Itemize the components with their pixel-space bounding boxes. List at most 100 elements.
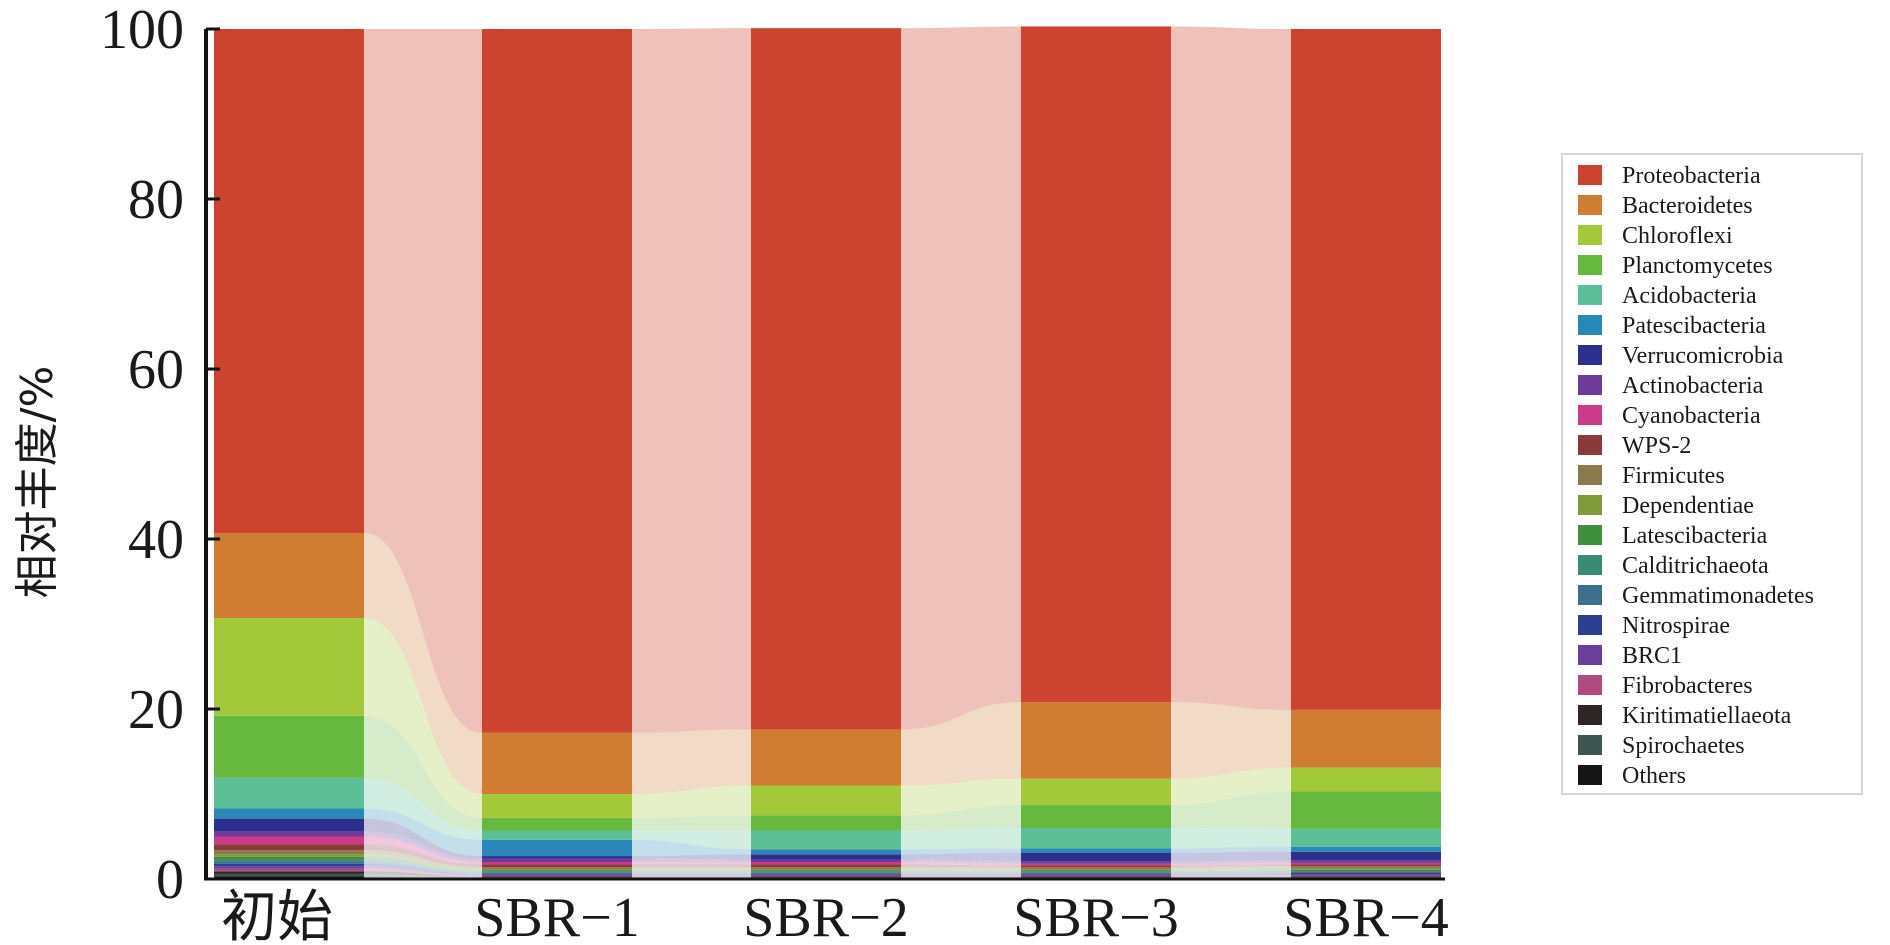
bar-segment-latescibacteria	[1291, 869, 1441, 871]
x-category-label: SBR−4	[1283, 887, 1448, 945]
bar-segment-latescibacteria	[751, 870, 901, 872]
legend-label: BRC1	[1622, 643, 1682, 669]
legend-box	[1561, 153, 1863, 795]
legend-label: WPS-2	[1622, 433, 1691, 459]
flow-band-bacteroidetes	[1171, 702, 1291, 779]
legend-label: Others	[1622, 763, 1686, 789]
flow-band-nitrospirae	[1171, 873, 1291, 875]
flow-band-firmicutes	[901, 867, 1021, 870]
flow-band-proteobacteria	[1171, 26, 1291, 710]
x-category-label: SBR−2	[743, 887, 908, 945]
x-category-label: SBR−3	[1013, 887, 1178, 945]
bar-stack	[1021, 26, 1171, 879]
legend: Proteobacteria Bacteroidetes Chloroflexi Pl…	[1561, 153, 1863, 795]
flow-band-wps-2	[632, 864, 751, 868]
y-tick-label: 20	[128, 679, 184, 741]
bar-segment-planctomycetes	[482, 817, 632, 831]
bar-segment-dependentiae	[751, 869, 901, 871]
bar-segment-latescibacteria	[482, 870, 632, 872]
flow-band-calditrichaeota	[1171, 870, 1291, 873]
bar-segment-patescibacteria	[482, 839, 632, 857]
flow-band-brc1	[1171, 874, 1291, 876]
bar-segment-bacteroidetes	[1021, 702, 1171, 779]
bar-segment-gemmatimonadetes	[1021, 872, 1171, 874]
bar-segment-actinobacteria	[751, 859, 901, 862]
axes	[204, 29, 1445, 881]
bar-segment-calditrichaeota	[214, 859, 364, 862]
flow-band-patescibacteria	[364, 808, 482, 857]
legend-label: Nitrospirae	[1622, 613, 1730, 639]
bar-segment-cyanobacteria	[1021, 863, 1171, 866]
bar-segment-actinobacteria	[214, 831, 364, 837]
bar-segment-patescibacteria	[1291, 846, 1441, 852]
legend-label: Dependentiae	[1622, 493, 1754, 519]
legend-label: Acidobacteria	[1622, 283, 1757, 309]
legend-label: Bacteroidetes	[1622, 193, 1753, 219]
bar-segment-dependentiae	[214, 854, 364, 857]
flow-band-dependentiae	[364, 854, 482, 871]
flow-band-verrucomicrobia	[364, 818, 482, 859]
bar-segment-verrucomicrobia	[1291, 851, 1441, 861]
legend-label: Gemmatimonadetes	[1622, 583, 1814, 609]
legend-label: Chloroflexi	[1622, 223, 1733, 249]
bar-segment-wps-2	[1291, 864, 1441, 867]
flow-band-kiritimatiellaeota	[901, 876, 1021, 878]
legend-label: Spirochaetes	[1622, 733, 1745, 759]
bar-segment-firmicutes	[1291, 866, 1441, 869]
bar-segment-firmicutes	[214, 850, 364, 855]
bar-segment-nitrospirae	[214, 863, 364, 867]
bar-segment-gemmatimonadetes	[214, 861, 364, 864]
bar-segment-proteobacteria	[1291, 29, 1441, 710]
flow-band-chloroflexi	[1171, 767, 1291, 806]
flow-band-patescibacteria	[901, 848, 1021, 855]
flow-band-spirochaetes	[364, 873, 482, 879]
flow-band-brc1	[632, 874, 751, 876]
bar-segment-brc1	[482, 874, 632, 876]
legend-swatch	[1578, 345, 1602, 365]
flow-band-patescibacteria	[1171, 846, 1291, 853]
legend-swatch	[1578, 285, 1602, 305]
bar-segment-fibrobacteres	[1021, 875, 1171, 877]
bar-segment-planctomycetes	[1291, 791, 1441, 829]
y-ticks: 0 20 40 60 80 100	[100, 0, 220, 911]
flow-band-verrucomicrobia	[901, 852, 1021, 862]
bar-segment-acidobacteria	[751, 830, 901, 850]
bar-segment-proteobacteria	[1021, 26, 1171, 703]
flow-band-acidobacteria	[901, 828, 1021, 850]
bar-segment-proteobacteria	[751, 28, 901, 730]
legend-swatch	[1578, 705, 1602, 725]
flow-band-planctomycetes	[901, 805, 1021, 831]
legend-swatch	[1578, 735, 1602, 755]
bar-segment-firmicutes	[482, 867, 632, 870]
bar-segment-calditrichaeota	[1291, 870, 1441, 872]
bar-segment-brc1	[214, 866, 364, 869]
bar-stack	[751, 28, 901, 879]
bar-segment-proteobacteria	[482, 29, 632, 733]
bar-segment-chloroflexi	[1021, 778, 1171, 806]
bar-stack	[1291, 29, 1441, 879]
flow-band-bacteroidetes	[364, 533, 482, 794]
flow-band-chloroflexi	[364, 618, 482, 818]
flow-band-planctomycetes	[632, 815, 751, 831]
legend-swatch	[1578, 255, 1602, 275]
legend-label: Kiritimatiellaeota	[1622, 703, 1792, 729]
x-category-label: 初始	[221, 887, 333, 945]
legend-swatch	[1578, 675, 1602, 695]
bar-segment-patescibacteria	[214, 808, 364, 819]
flow-band-bacteroidetes	[901, 702, 1021, 786]
legend-label: Proteobacteria	[1622, 163, 1761, 189]
bar-segment-acidobacteria	[1291, 828, 1441, 847]
legend-label: Calditrichaeota	[1622, 553, 1769, 579]
flow-band-kiritimatiellaeota	[632, 876, 751, 878]
bar-segment-wps-2	[214, 844, 364, 851]
flow-band-patescibacteria	[632, 839, 751, 857]
bar-segment-bacteroidetes	[482, 732, 632, 794]
bar-segment-nitrospirae	[482, 873, 632, 875]
flow-band-kiritimatiellaeota	[364, 871, 482, 878]
flow-band-actinobacteria	[364, 831, 482, 862]
bar-segment-verrucomicrobia	[751, 854, 901, 860]
bar-stack	[482, 29, 632, 879]
flow-band-bacteroidetes	[632, 729, 751, 794]
flow-bands	[364, 26, 1291, 879]
flow-band-cyanobacteria	[1171, 862, 1291, 866]
